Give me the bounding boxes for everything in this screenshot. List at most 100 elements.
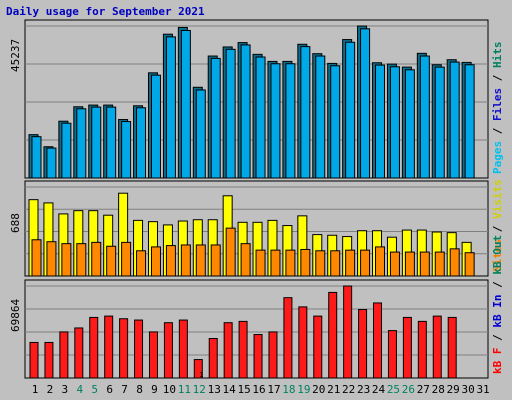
bar-top-files-day-16 [255,56,266,179]
legend-separator: / [491,328,504,348]
bar-middle-sites-day-15 [240,243,251,277]
legend-entry-pages: Pages [491,141,504,174]
x-tick-label-day-1: 1 [32,383,39,396]
bar-middle-sites-day-22 [345,249,356,277]
bar-bottom-kb-f-day-25 [387,330,397,379]
legend-separator: / [491,219,504,239]
legend-middle: Sites / Visits [491,179,504,272]
bar-bottom-kb-f-day-15 [238,320,248,379]
bar-middle-sites-day-1 [31,239,42,277]
bar-top-files-day-14 [225,48,236,179]
y-max-label-top: 45237 [9,39,22,72]
bar-bottom-kb-f-day-28 [432,315,442,379]
bar-middle-sites-day-28 [434,251,445,277]
bar-middle-sites-day-21 [330,250,341,277]
x-tick-label-day-22: 22 [342,383,355,396]
x-tick-label-day-17: 17 [267,383,280,396]
bar-bottom-kb-f-day-5 [89,316,99,379]
bar-top-files-day-6 [106,106,117,179]
bar-middle-sites-day-26 [404,251,415,277]
bar-middle-sites-day-17 [270,249,281,277]
bar-bottom-kb-f-day-7 [119,318,129,379]
bar-bottom-kb-f-day-2 [44,341,54,379]
y-max-label-bottom: 69864 [9,299,22,332]
bar-bottom-kb-f-day-21 [328,291,338,379]
bar-top-files-day-2 [46,147,57,179]
x-tick-label-day-7: 7 [121,383,128,396]
bar-bottom-kb-f-day-17 [268,331,278,379]
bar-top-files-day-24 [375,64,386,179]
x-tick-label-day-20: 20 [312,383,325,396]
bar-middle-sites-day-9 [150,246,161,277]
x-tick-label-day-21: 21 [327,383,340,396]
bar-bottom-kb-f-day-11 [178,319,188,379]
bar-top-files-day-29 [449,61,460,179]
bar-middle-sites-day-10 [165,245,176,277]
x-tick-label-day-14: 14 [223,383,237,396]
x-tick-label-day-2: 2 [47,383,54,396]
bar-middle-sites-day-6 [106,245,117,277]
bar-top-files-day-5 [91,106,102,179]
x-tick-label-day-12: 12 [193,383,206,396]
bar-middle-sites-day-2 [46,241,57,277]
bar-middle-sites-day-12 [195,244,206,277]
bar-top-files-day-15 [240,44,251,179]
x-tick-label-day-30: 30 [462,383,475,396]
bar-bottom-kb-f-day-3 [59,331,69,379]
bar-bottom-kb-f-day-6 [104,315,114,379]
bar-middle-sites-day-3 [61,243,72,277]
x-tick-label-day-26: 26 [402,383,415,396]
bar-bottom-kb-f-day-26 [402,316,412,379]
chart-title: Daily usage for September 2021 [6,5,205,18]
legend-entry-kb-in: kB In [491,295,504,328]
bar-top-files-day-22 [345,41,356,179]
x-tick-label-day-13: 13 [208,383,221,396]
bar-top-files-day-28 [434,66,445,179]
x-tick-label-day-27: 27 [417,383,430,396]
legend-entry-kb-out: kB Out [491,235,504,275]
bar-top-files-day-25 [389,66,400,179]
bar-middle-sites-day-19 [300,248,311,277]
legend-entry-hits: Hits [491,42,504,69]
bar-bottom-kb-f-day-27 [417,320,427,379]
bar-middle-sites-day-8 [136,250,147,277]
x-tick-label-day-9: 9 [151,383,158,396]
bar-bottom-kb-f-day-24 [373,302,383,379]
panel-annotation: 1 [199,371,203,379]
bar-bottom-kb-f-day-4 [74,327,84,379]
x-tick-label-day-11: 11 [178,383,191,396]
bar-bottom-kb-f-day-29 [447,316,457,379]
bar-middle-sites-day-7 [121,241,132,277]
bar-top-files-day-20 [315,55,326,179]
bar-bottom-kb-f-day-19 [298,306,308,379]
bar-top-files-day-17 [270,63,281,179]
bar-middle-sites-day-18 [285,249,296,277]
bar-middle-sites-day-30 [464,252,475,277]
bar-middle-sites-day-24 [375,246,386,277]
x-tick-label-day-3: 3 [62,383,69,396]
bar-top-files-day-18 [285,63,296,179]
legend-separator: / [491,68,504,88]
bar-bottom-kb-f-day-12 [193,359,203,379]
bar-top-files-day-21 [330,65,341,179]
bar-top-files-day-27 [419,55,430,179]
bar-middle-sites-day-27 [419,251,430,277]
x-tick-label-day-10: 10 [163,383,176,396]
bar-top-files-day-19 [300,46,311,179]
legend-bottom: kB F / kB In / kB Out [491,235,504,374]
x-tick-label-day-8: 8 [136,383,143,396]
bar-top-files-day-11 [180,29,191,179]
bar-top-files-day-3 [61,122,72,179]
legend-entry-sites: Sites [491,239,504,272]
legend-entry-visits: Visits [491,179,504,219]
x-tick-label-day-24: 24 [372,383,386,396]
x-tick-label-day-23: 23 [357,383,370,396]
bar-top-files-day-9 [150,74,161,179]
bar-top-files-day-1 [31,136,42,179]
bar-middle-sites-day-5 [91,241,102,277]
x-tick-label-day-31: 31 [476,383,489,396]
x-tick-label-day-19: 19 [297,383,310,396]
x-tick-label-day-29: 29 [447,383,460,396]
